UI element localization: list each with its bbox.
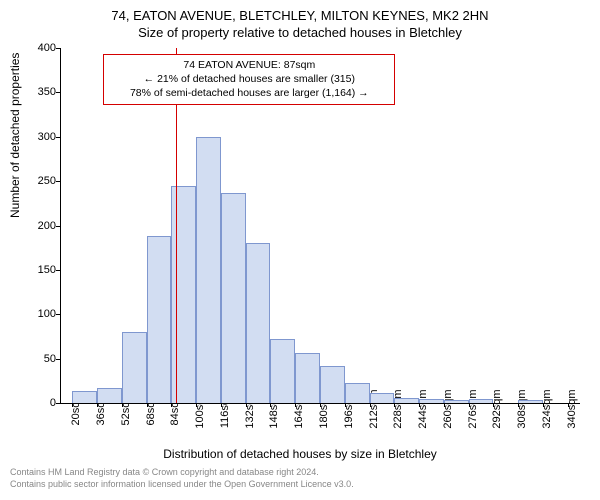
chart-title-main: 74, EATON AVENUE, BLETCHLEY, MILTON KEYN… bbox=[0, 8, 600, 23]
chart-container: 74, EATON AVENUE, BLETCHLEY, MILTON KEYN… bbox=[0, 0, 600, 500]
chart-title-sub: Size of property relative to detached ho… bbox=[0, 25, 600, 40]
footer-text: Contains HM Land Registry data © Crown c… bbox=[10, 466, 354, 490]
footer-line-2: Contains public sector information licen… bbox=[10, 478, 354, 490]
histogram-bar bbox=[97, 388, 122, 403]
y-tick-label: 150 bbox=[38, 264, 56, 276]
y-tick-label: 50 bbox=[44, 353, 56, 365]
x-tick-mark bbox=[568, 403, 569, 407]
x-axis-label: Distribution of detached houses by size … bbox=[0, 447, 600, 461]
y-tick-label: 350 bbox=[38, 86, 56, 98]
y-axis-label: Number of detached properties bbox=[8, 53, 22, 218]
info-box-line: 78% of semi-detached houses are larger (… bbox=[110, 86, 388, 100]
x-tick-mark bbox=[444, 403, 445, 407]
plot-area: 74 EATON AVENUE: 87sqm← 21% of detached … bbox=[60, 48, 580, 403]
x-tick-mark bbox=[246, 403, 247, 407]
footer-line-1: Contains HM Land Registry data © Crown c… bbox=[10, 466, 354, 478]
x-tick-mark bbox=[543, 403, 544, 407]
x-tick-mark bbox=[518, 403, 519, 407]
x-tick-mark bbox=[419, 403, 420, 407]
x-tick-mark bbox=[97, 403, 98, 407]
histogram-bar bbox=[469, 399, 494, 403]
histogram-bar bbox=[518, 400, 543, 403]
x-tick-mark bbox=[171, 403, 172, 407]
histogram-bar bbox=[221, 193, 246, 403]
x-tick-mark bbox=[493, 403, 494, 407]
histogram-bar bbox=[370, 393, 395, 403]
histogram-bar bbox=[419, 399, 444, 403]
info-box-line: ← 21% of detached houses are smaller (31… bbox=[110, 72, 388, 86]
x-tick-mark bbox=[394, 403, 395, 407]
histogram-bar bbox=[147, 236, 172, 403]
y-tick-label: 300 bbox=[38, 131, 56, 143]
x-tick-mark bbox=[196, 403, 197, 407]
y-tick-label: 100 bbox=[38, 308, 56, 320]
x-tick-mark bbox=[320, 403, 321, 407]
histogram-bar bbox=[320, 366, 345, 403]
histogram-bar bbox=[72, 391, 97, 403]
histogram-bar bbox=[122, 332, 147, 403]
histogram-bar bbox=[444, 400, 469, 403]
histogram-bar bbox=[295, 353, 320, 403]
y-tick-mark bbox=[56, 403, 60, 404]
histogram-bar bbox=[196, 137, 221, 403]
x-tick-mark bbox=[370, 403, 371, 407]
x-tick-mark bbox=[72, 403, 73, 407]
histogram-bar bbox=[270, 339, 295, 403]
x-tick-mark bbox=[469, 403, 470, 407]
x-tick-mark bbox=[295, 403, 296, 407]
info-box-line: 74 EATON AVENUE: 87sqm bbox=[110, 58, 388, 72]
info-box: 74 EATON AVENUE: 87sqm← 21% of detached … bbox=[103, 54, 395, 105]
y-tick-label: 250 bbox=[38, 175, 56, 187]
histogram-bar bbox=[345, 383, 370, 403]
x-tick-mark bbox=[270, 403, 271, 407]
y-tick-label: 200 bbox=[38, 220, 56, 232]
y-tick-label: 400 bbox=[38, 42, 56, 54]
histogram-bar bbox=[394, 398, 419, 403]
histogram-bar bbox=[246, 243, 271, 403]
x-tick-mark bbox=[122, 403, 123, 407]
x-tick-mark bbox=[221, 403, 222, 407]
x-tick-mark bbox=[147, 403, 148, 407]
x-tick-mark bbox=[345, 403, 346, 407]
